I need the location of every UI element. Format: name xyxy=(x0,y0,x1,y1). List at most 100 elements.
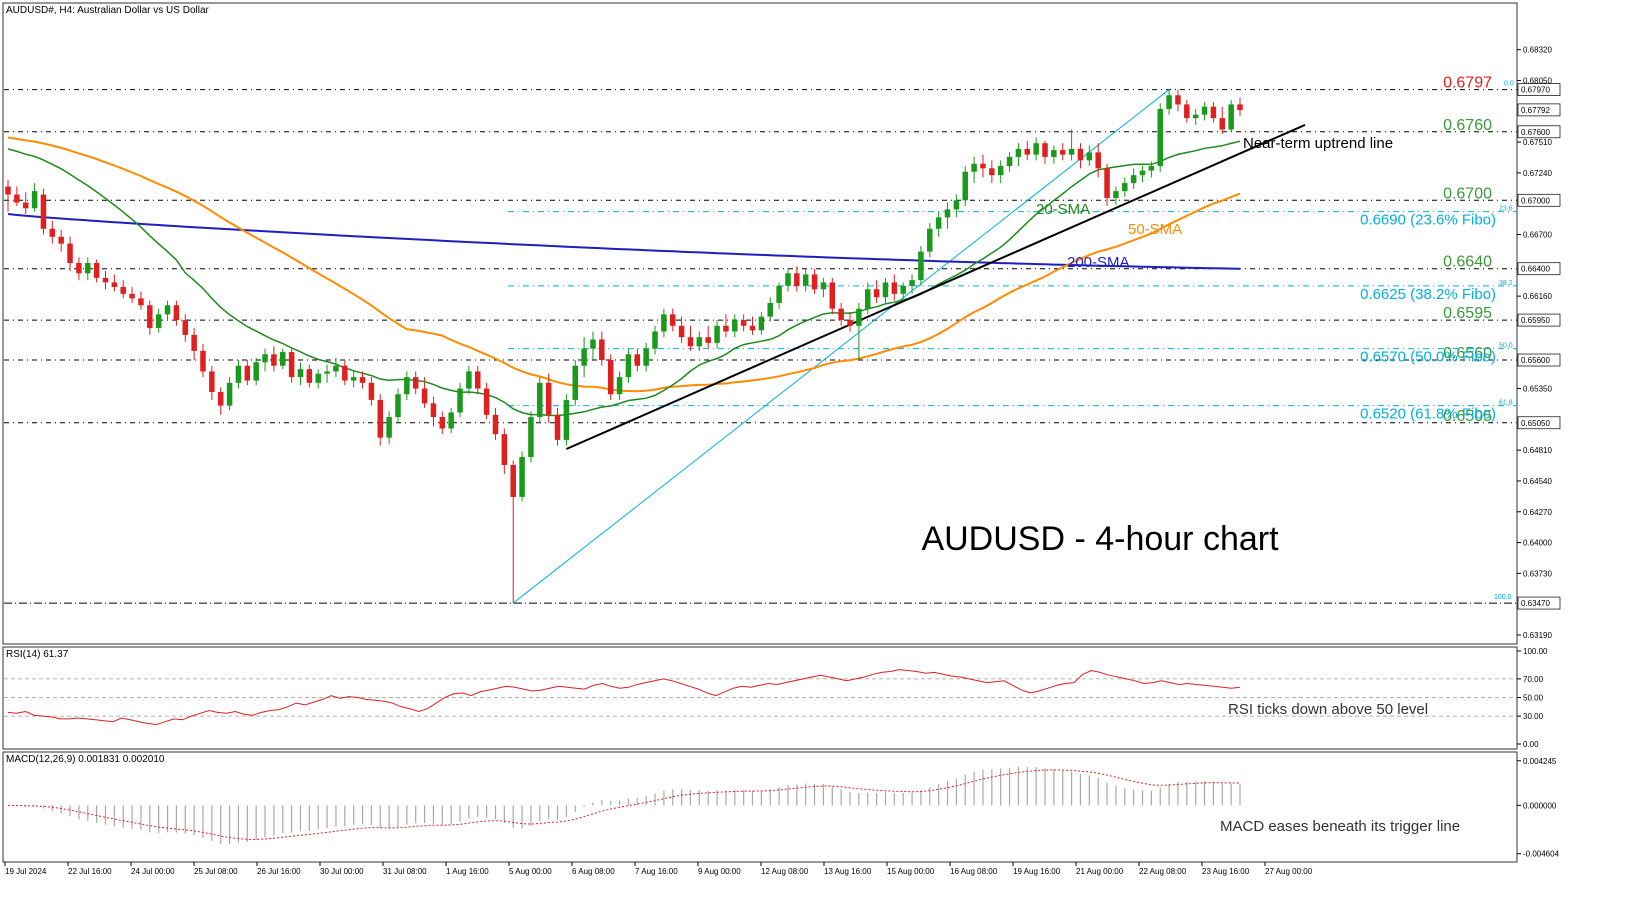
candle-body xyxy=(749,325,756,331)
fibo-tag: 38.2 xyxy=(1499,280,1513,287)
candle-body xyxy=(244,365,251,381)
time-tick-label: 23 Aug 16:00 xyxy=(1202,867,1250,876)
price-tag-box xyxy=(1517,353,1561,367)
candle-body xyxy=(1113,191,1119,198)
price-y-tick-label: 0.66160 xyxy=(1523,292,1552,301)
rsi-y-tick-label: 100.00 xyxy=(1523,647,1548,656)
candle-body xyxy=(590,339,596,349)
candle-body xyxy=(1015,148,1022,157)
candle-body xyxy=(758,316,765,331)
candle-body xyxy=(1192,114,1199,119)
candle-body xyxy=(1139,170,1146,176)
candle-body xyxy=(67,243,73,264)
sma200-label: 200-SMA xyxy=(1067,254,1130,271)
macd-panel-title: MACD(12,26,9) 0.001831 0.002010 xyxy=(6,754,165,765)
price-panel-title: AUDUSD#, H4: Australian Dollar vs US Dol… xyxy=(6,5,210,16)
time-tick-label: 5 Aug 00:00 xyxy=(509,867,552,876)
fibo-tag: 0.0 xyxy=(1504,81,1514,88)
candle-body xyxy=(475,371,481,389)
level-label: 0.6700 xyxy=(1443,185,1492,202)
candle-body xyxy=(935,217,942,229)
fibo-level-label: 0.6570 (50.0% Fibo) xyxy=(1360,349,1496,366)
time-tick-label: 26 Jul 16:00 xyxy=(257,867,301,876)
rsi-y-tick-label: 0.00 xyxy=(1523,740,1539,749)
candle-body xyxy=(359,377,366,383)
candle-body xyxy=(1184,104,1190,119)
price-tag-label: 0.66400 xyxy=(1521,265,1550,274)
time-tick-label: 19 Aug 16:00 xyxy=(1013,867,1061,876)
candle-body xyxy=(155,314,162,329)
candle-body xyxy=(864,289,871,309)
price-tag-box xyxy=(1517,262,1561,276)
price-tag-label: 0.63470 xyxy=(1521,599,1550,608)
candle-body xyxy=(395,394,401,418)
rsi-y-tick-label: 30.00 xyxy=(1523,712,1544,721)
price-y-tick-label: 0.64000 xyxy=(1523,539,1552,548)
level-label: 0.6760 xyxy=(1443,117,1492,134)
rsi-annotation: RSI ticks down above 50 level xyxy=(1228,701,1428,718)
price-y-tick-label: 0.65350 xyxy=(1523,385,1552,394)
candle-body xyxy=(829,282,836,309)
candle-body xyxy=(1068,148,1075,155)
uptrend-label: Near-term uptrend line xyxy=(1243,135,1393,152)
candle-body xyxy=(554,414,561,440)
candle-body xyxy=(1157,108,1163,167)
price-tag-box xyxy=(1517,596,1561,610)
candle-body xyxy=(820,282,827,290)
fibo-tag: 61.8 xyxy=(1499,400,1513,407)
sma20-label: 20-SMA xyxy=(1036,201,1090,218)
macd-panel: 0.004245 0.000000 -0.004604 xyxy=(7,757,1560,859)
macd-y-tick-label: 0.004245 xyxy=(1523,757,1557,766)
candle-body xyxy=(519,457,525,497)
price-y-tick-label: 0.63730 xyxy=(1523,569,1552,578)
candle-body xyxy=(1130,175,1137,184)
macd-y-tick-label: -0.004604 xyxy=(1523,850,1560,859)
candle-body xyxy=(85,263,91,274)
candle-body xyxy=(368,382,375,400)
fibo-diagonal-line xyxy=(512,89,1170,604)
candle-body xyxy=(31,191,38,209)
candle-body xyxy=(997,166,1004,176)
time-tick-label: 1 Aug 16:00 xyxy=(446,867,489,876)
time-tick-label: 13 Aug 16:00 xyxy=(824,867,872,876)
candle-body xyxy=(563,399,570,440)
candle-body xyxy=(58,236,64,244)
candle-body xyxy=(147,305,153,329)
candle-body xyxy=(882,282,889,298)
candle-body xyxy=(740,320,747,326)
candle-body xyxy=(209,371,215,392)
sma50-label: 50-SMA xyxy=(1128,221,1182,238)
candle-body xyxy=(989,168,995,176)
time-tick-label: 22 Jul 16:00 xyxy=(68,867,112,876)
price-tag-box xyxy=(1517,313,1561,327)
time-tick-label: 16 Aug 08:00 xyxy=(950,867,998,876)
candle-body xyxy=(49,228,56,237)
candle-body xyxy=(909,280,915,286)
candle-body xyxy=(545,382,552,415)
price-panel-frame xyxy=(2,2,1518,645)
rsi-panel: 100.00 70.00 50.00 30.00 0.00 xyxy=(4,647,1548,749)
candle-body xyxy=(670,314,676,326)
candle-body xyxy=(1166,95,1172,109)
candle-body xyxy=(652,331,658,349)
candle-body xyxy=(1228,104,1234,130)
price-tag-box xyxy=(1517,193,1561,207)
candle-body xyxy=(971,163,977,172)
candle-body xyxy=(1059,150,1066,155)
rsi-y-tick-label: 50.00 xyxy=(1523,694,1544,703)
candle-body xyxy=(838,308,844,321)
time-tick-label: 31 Jul 08:00 xyxy=(383,867,427,876)
time-tick-label: 19 Jul 2024 xyxy=(5,867,47,876)
time-tick-label: 21 Aug 00:00 xyxy=(1076,867,1124,876)
candle-body xyxy=(386,417,392,438)
candle-body xyxy=(466,371,472,389)
candle-body xyxy=(767,302,773,317)
price-y-tick-label: 0.68320 xyxy=(1523,46,1552,55)
candle-body xyxy=(102,277,109,283)
sma20-line xyxy=(7,140,1241,417)
price-tag-label: 0.67000 xyxy=(1521,196,1550,205)
candle-body xyxy=(599,339,605,361)
macd-y-tick-label: 0.000000 xyxy=(1523,801,1557,810)
fibo-tag: 50.0 xyxy=(1499,343,1513,350)
